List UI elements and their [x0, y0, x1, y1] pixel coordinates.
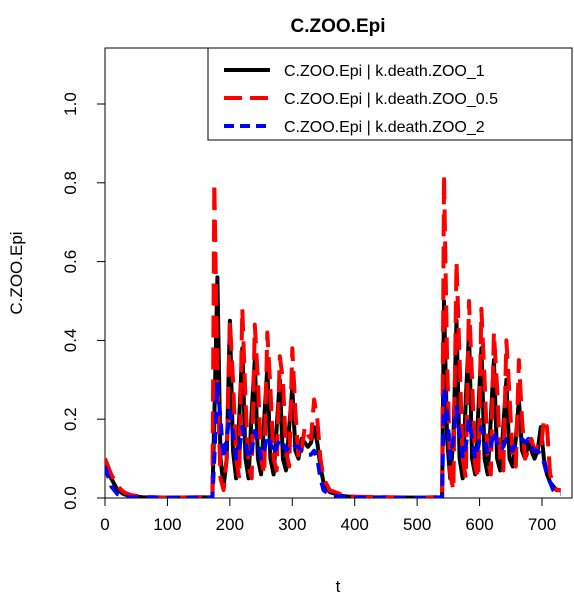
x-tick-label: 500 [403, 515, 431, 534]
x-tick-label: 600 [465, 515, 493, 534]
legend-box [207, 47, 573, 141]
x-tick-label: 300 [278, 515, 306, 534]
legend-label-2: C.ZOO.Epi | k.death.ZOO_0.5 [284, 91, 498, 108]
legend-label-3: C.ZOO.Epi | k.death.ZOO_2 [284, 119, 485, 136]
y-tick-label: 0.2 [61, 407, 80, 431]
y-tick-label: 1.0 [61, 92, 80, 116]
chart-title: C.ZOO.Epi [291, 16, 386, 37]
legend-label-1: C.ZOO.Epi | k.death.ZOO_1 [284, 63, 485, 80]
x-tick-label: 400 [341, 515, 369, 534]
x-tick-label: 0 [100, 515, 109, 534]
series-line-2 [105, 172, 561, 498]
legend: C.ZOO.Epi | k.death.ZOO_1 C.ZOO.Epi | k.d… [207, 47, 573, 141]
series-layer [105, 172, 561, 498]
y-tick-label: 0.4 [61, 329, 80, 353]
y-tick-label: 0.0 [61, 486, 80, 510]
x-tick-label: 100 [153, 515, 181, 534]
x-tick-label: 200 [216, 515, 244, 534]
series-line-3 [105, 381, 561, 498]
y-tick-label: 0.6 [61, 250, 80, 274]
x-tick-label: 700 [528, 515, 556, 534]
x-axis: 0 100 200 300 400 500 600 700 [100, 498, 556, 534]
y-axis: 0.0 0.2 0.4 0.6 0.8 1.0 [61, 92, 105, 510]
x-axis-label: t [336, 577, 341, 596]
y-axis-label: C.ZOO.Epi [7, 231, 26, 314]
y-tick-label: 0.8 [61, 171, 80, 195]
